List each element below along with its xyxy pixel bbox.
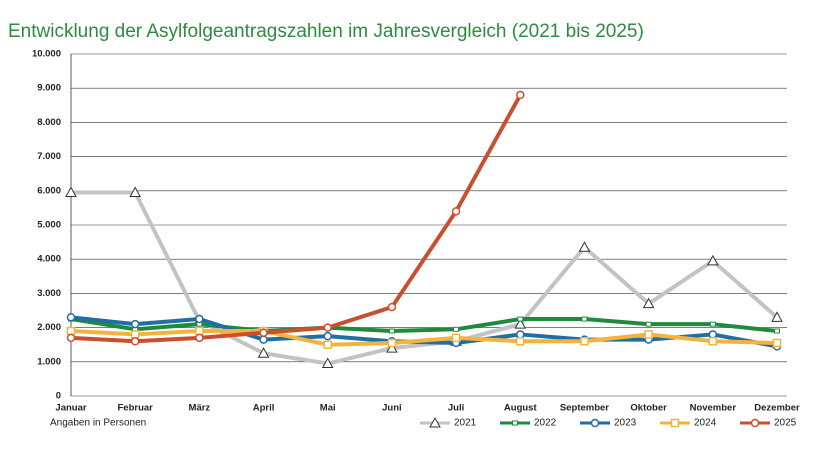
point-marker <box>387 338 397 348</box>
point-marker <box>65 186 77 198</box>
y-tick-label: 6.000 <box>37 185 61 196</box>
point-marker <box>580 337 589 346</box>
point-marker <box>706 254 719 266</box>
x-tick-label: April <box>253 403 275 414</box>
point-marker <box>642 297 655 309</box>
x-tick-label: Januar <box>55 403 86 414</box>
series-line <box>70 317 778 334</box>
point-marker <box>259 335 268 344</box>
y-tick-label: 0 <box>56 391 61 402</box>
x-tick-label: Dezember <box>754 403 800 414</box>
point-marker <box>453 326 460 332</box>
point-marker <box>708 337 718 346</box>
series-line <box>70 94 523 344</box>
point-marker <box>195 333 204 343</box>
point-marker <box>130 319 140 329</box>
point-marker <box>645 321 652 327</box>
legend-label: 2024 <box>694 418 717 429</box>
y-tick-label: 4.000 <box>37 254 61 265</box>
legend-marker <box>512 420 518 426</box>
x-tick-label: Juli <box>448 403 464 414</box>
series-line <box>71 190 779 366</box>
point-marker <box>130 330 140 339</box>
point-marker <box>323 331 332 341</box>
point-marker <box>259 328 268 337</box>
point-marker <box>323 323 332 332</box>
legend-label: 2023 <box>614 418 637 429</box>
point-marker <box>451 207 461 216</box>
y-tick-label: 5.000 <box>37 220 61 231</box>
point-marker <box>129 186 142 198</box>
point-marker <box>581 316 588 322</box>
point-marker <box>130 337 140 346</box>
y-tick-label: 8.000 <box>37 117 61 128</box>
point-marker <box>66 313 76 322</box>
chart-title: Entwicklung der Asylfolgeantragszahlen i… <box>8 21 644 42</box>
y-tick-label: 10.000 <box>32 49 61 60</box>
point-marker <box>774 328 780 334</box>
legend-marker <box>750 418 760 428</box>
point-marker <box>66 326 76 336</box>
point-marker <box>388 328 395 334</box>
point-marker <box>514 318 527 329</box>
point-marker <box>708 330 718 339</box>
series-line <box>70 329 778 347</box>
point-marker <box>771 311 783 322</box>
y-tick-label: 3.000 <box>37 288 61 299</box>
x-tick-label: August <box>504 403 538 414</box>
x-tick-label: Juni <box>382 403 402 414</box>
x-tick-label: September <box>560 403 609 414</box>
point-marker <box>195 326 204 336</box>
point-marker <box>195 314 204 324</box>
legend-label: 2021 <box>454 418 477 429</box>
point-marker <box>772 338 782 348</box>
point-marker <box>451 333 461 343</box>
y-tick-label: 9.000 <box>37 83 61 94</box>
point-marker <box>66 333 76 343</box>
point-marker <box>517 316 524 322</box>
y-tick-label: 7.000 <box>37 151 61 162</box>
legend-marker <box>590 418 600 428</box>
x-tick-label: Mai <box>320 403 336 414</box>
point-marker <box>257 347 270 358</box>
point-marker <box>516 90 525 100</box>
point-marker <box>321 357 334 369</box>
point-marker <box>323 340 332 349</box>
y-tick-label: 2.000 <box>37 322 61 333</box>
legend-marker <box>429 416 441 428</box>
x-tick-label: Oktober <box>630 403 667 414</box>
point-marker <box>386 342 398 353</box>
x-tick-label: November <box>690 403 737 414</box>
x-tick-label: Februar <box>117 403 153 414</box>
annotation: Angaben in Personen <box>50 418 146 429</box>
x-tick-label: März <box>189 403 211 414</box>
legend-marker <box>670 418 680 428</box>
legend-label: 2022 <box>534 418 557 429</box>
y-tick-label: 1.000 <box>37 356 61 367</box>
point-marker <box>578 241 591 252</box>
point-marker <box>387 302 397 312</box>
legend-label: 2025 <box>774 418 797 429</box>
point-marker <box>709 321 716 327</box>
point-marker <box>516 337 525 346</box>
point-marker <box>644 330 653 339</box>
point-marker <box>516 330 525 339</box>
